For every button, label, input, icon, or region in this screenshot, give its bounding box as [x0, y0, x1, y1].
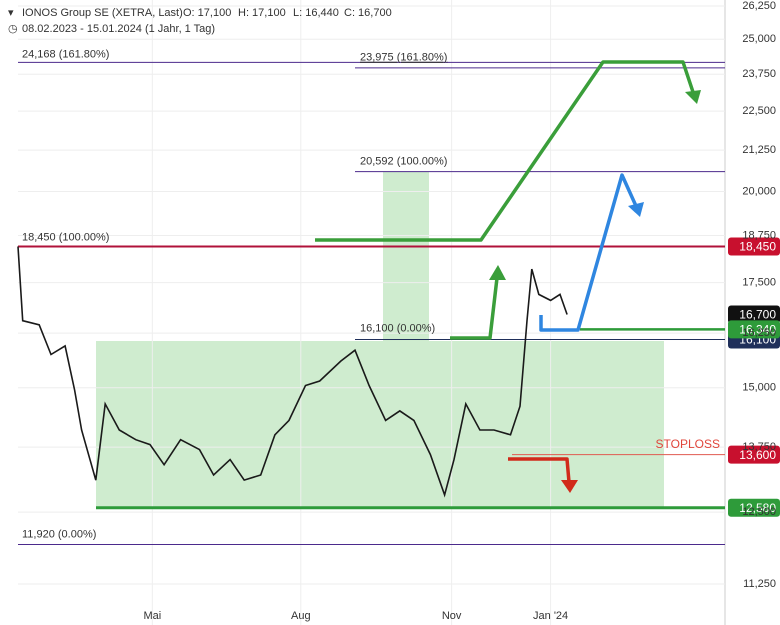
target-zone	[383, 172, 429, 341]
axes: 11,250 12,500 13,750 15,000 16,250 17,500 18,7…	[143, 0, 776, 622]
level-label: 24,168 (161.80%)	[22, 48, 109, 60]
arrow-head	[561, 480, 578, 493]
price-tag	[728, 237, 780, 256]
y-tick-label: 12,500	[742, 506, 776, 518]
y-tick-label: 25,000	[742, 33, 776, 45]
level-label: 20,592 (100.00%)	[360, 156, 447, 168]
arrow-path	[539, 173, 638, 332]
chart-title: IONOS Group SE (XETRA, Last)	[22, 7, 183, 19]
y-tick-label: 23,750	[742, 68, 776, 80]
x-tick-label: Aug	[291, 610, 311, 622]
level-label: 23,975 (161.80%)	[360, 52, 447, 64]
grid	[18, 0, 725, 625]
price-tag-label: 16,340	[739, 323, 776, 337]
y-tick-label: 18,750	[742, 229, 776, 241]
arrow-path	[450, 277, 499, 340]
arrow-head	[489, 265, 506, 280]
y-tick-label: 13,750	[742, 441, 776, 453]
price-tag	[728, 305, 780, 324]
arrow-path	[315, 60, 695, 242]
price-tag-label: 12,580	[739, 501, 776, 515]
series	[17, 246, 568, 498]
level-label: 18,450 (100.00%)	[22, 231, 109, 243]
arrow-head	[685, 90, 701, 104]
y-tick-label: 21,250	[742, 144, 776, 156]
quote-close: C: 16,700	[344, 7, 392, 19]
price-tag-label: 13,600	[739, 448, 776, 462]
price-tag	[728, 498, 780, 517]
range-zone	[96, 341, 664, 509]
y-tick-label: 17,500	[742, 277, 776, 289]
level-label: 11,920 (0.00%)	[22, 528, 96, 540]
title-bullet: ▾	[8, 7, 14, 19]
arrows	[315, 60, 701, 493]
stoploss-label: STOPLOSS	[656, 437, 720, 451]
level-label: 16,100 (0.00%)	[360, 322, 435, 334]
price-tag	[728, 320, 780, 339]
quote-high: H: 17,100	[238, 7, 286, 19]
arrow-head	[628, 202, 644, 217]
price-tag	[728, 445, 780, 464]
arrow-path	[508, 457, 571, 483]
price-tag-label: 18,450	[739, 240, 776, 254]
y-tick-label: 20,000	[742, 185, 776, 197]
x-tick-label: Nov	[442, 610, 462, 622]
quote-open: O: 17,100	[183, 7, 231, 19]
price-tag-label: 16,700	[739, 308, 776, 322]
x-tick-label: Jan '24	[533, 610, 568, 622]
quote-low: L: 16,440	[293, 7, 339, 19]
chart-subtitle: 08.02.2023 - 15.01.2024 (1 Jahr, 1 Tag)	[22, 23, 215, 35]
x-tick-label: Mai	[143, 610, 161, 622]
y-tick-label: 15,000	[742, 382, 776, 394]
y-tick-label: 16,250	[742, 327, 776, 339]
y-tick-label: 26,250	[742, 0, 776, 12]
y-tick-label: 22,500	[742, 105, 776, 117]
subtitle-icon: ◷	[8, 23, 18, 35]
levels: 24,168 (161.80%) 23,975 (161.80%) 20,592 (…	[18, 48, 725, 546]
y-tick-label: 11,250	[743, 578, 776, 590]
price-line	[17, 246, 568, 498]
